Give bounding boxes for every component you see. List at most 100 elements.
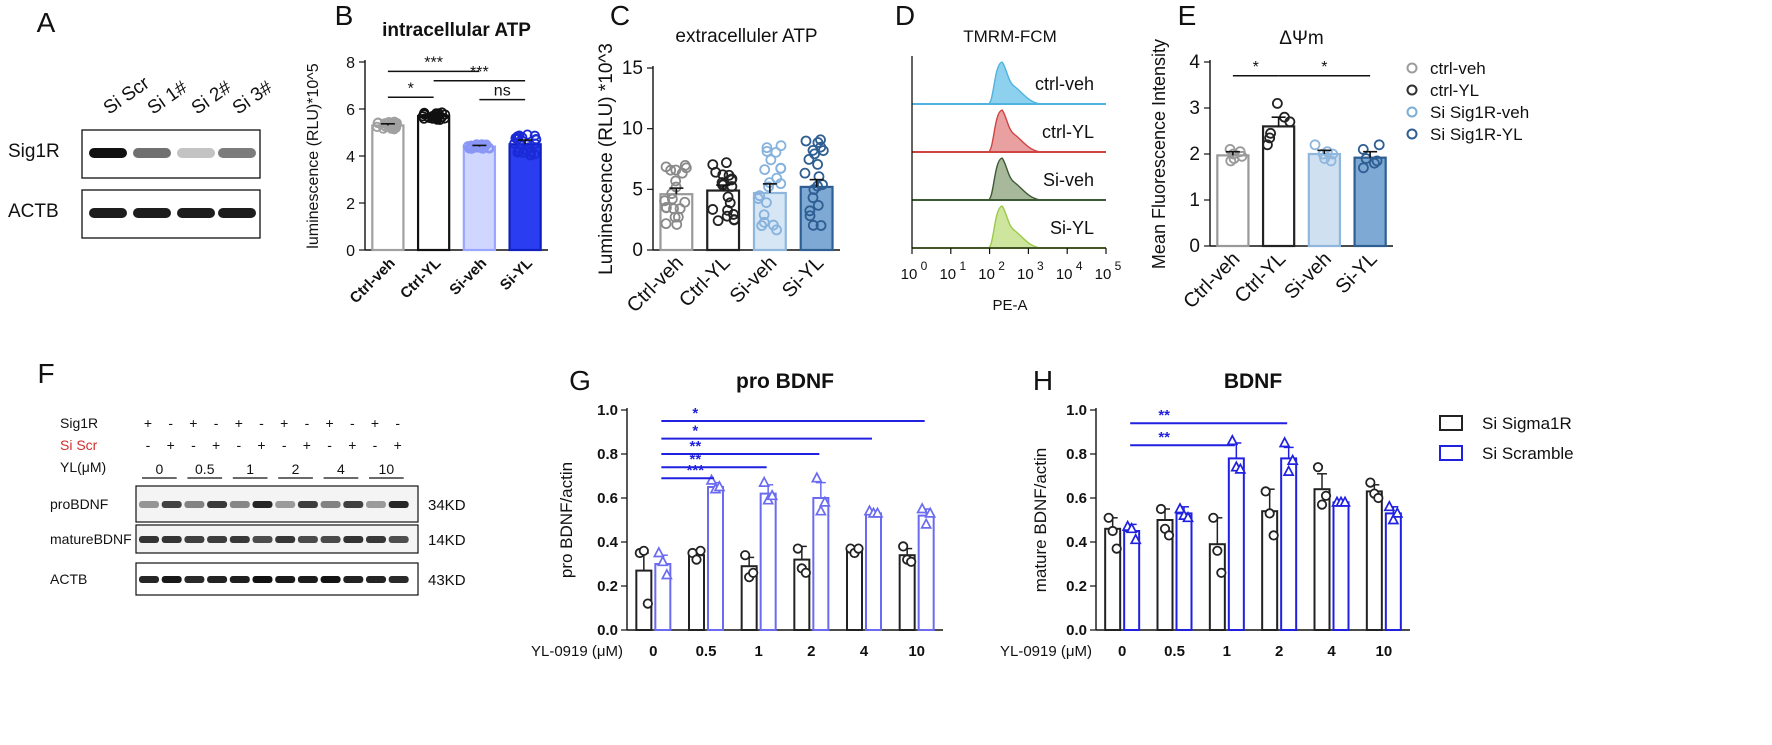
blot-band	[343, 576, 364, 583]
blot-band	[252, 536, 273, 543]
bar	[759, 492, 777, 631]
bar	[1261, 125, 1296, 248]
x-tick-label: 10	[978, 266, 995, 283]
data-point-circle	[1163, 530, 1175, 541]
data-point-circle	[642, 598, 653, 609]
data-point	[670, 175, 682, 187]
x-tick-label: 10	[1017, 266, 1034, 283]
x-tick-label: Ctrl-YL	[675, 252, 735, 312]
data-point-circle	[638, 545, 649, 556]
data-point	[812, 159, 824, 170]
sign-mark: -	[305, 415, 310, 431]
significance-label: ***	[470, 64, 489, 81]
chart-title: intracellular ATP	[382, 20, 531, 41]
data-point	[672, 211, 684, 223]
blot-band	[275, 501, 296, 508]
data-point-triangle	[1383, 499, 1396, 512]
data-point-triangle	[656, 554, 669, 567]
x-tick-exponent: 3	[1037, 259, 1044, 273]
blot-band	[320, 501, 341, 508]
data-point	[1224, 143, 1236, 155]
x-tick-exponent: 5	[1115, 259, 1122, 273]
bar	[812, 497, 830, 631]
blot-band	[297, 536, 318, 543]
y-axis-label: Mean Fluorescence Intensity	[1149, 39, 1169, 269]
data-point-circle	[1365, 477, 1376, 488]
chart-title: BDNF	[1224, 370, 1282, 393]
blot-band	[139, 576, 159, 583]
sign-mark: +	[348, 437, 356, 453]
blot-band	[218, 148, 256, 158]
data-point-triangle	[1391, 506, 1404, 518]
x-tick-label: 1	[754, 643, 762, 660]
data-point	[721, 157, 732, 169]
data-point-circle	[740, 550, 751, 561]
sign-mark: +	[280, 415, 288, 431]
data-point	[768, 219, 779, 231]
data-point	[815, 134, 826, 146]
significance-label: **	[689, 451, 701, 468]
y-tick-label: 5	[632, 179, 643, 200]
blot-band	[297, 501, 318, 508]
y-tick-label: 1.0	[597, 402, 618, 419]
panel-letter: D	[895, 0, 915, 31]
x-tick-label: Ctrl-veh	[1179, 248, 1244, 313]
data-point-triangle	[1387, 513, 1400, 525]
data-point	[722, 204, 733, 216]
dose-label: 0	[155, 461, 163, 477]
x-tick-label: Si-veh	[726, 252, 782, 308]
data-point-triangle	[1282, 464, 1295, 476]
data-point	[761, 197, 772, 209]
data-point-triangle	[1182, 510, 1194, 523]
blot-band	[275, 576, 296, 583]
significance-label: *	[1253, 59, 1259, 76]
sign-mark: -	[350, 415, 355, 431]
blot-band	[366, 536, 386, 543]
blot-frame	[135, 485, 419, 523]
sign-mark: -	[395, 415, 400, 431]
data-point	[799, 167, 811, 179]
legend-label: Si Sigma1R	[1482, 414, 1572, 433]
data-point-circle	[1103, 512, 1114, 523]
x-tick-label: Ctrl-YL	[1231, 248, 1291, 308]
panel-gh-legend: Si Sigma1R Si Scramble	[1439, 414, 1574, 463]
y-tick-label: 0.0	[1066, 622, 1087, 639]
data-point-triangle	[810, 471, 823, 483]
x-tick-label: 1	[1223, 643, 1231, 660]
x-tick-label: Ctrl-veh	[347, 255, 399, 307]
data-point	[659, 195, 671, 207]
y-tick-label: 4	[1189, 52, 1200, 73]
x-tick-exponent: 4	[1076, 259, 1083, 273]
row-label-yl: YL(μM)	[60, 459, 106, 475]
panel-letter: E	[1178, 0, 1197, 31]
data-point-circle	[1155, 503, 1167, 515]
x-axis-label: YL-0919 (μM)	[1000, 643, 1092, 660]
data-point-circle	[1208, 512, 1219, 523]
bar	[917, 514, 935, 631]
bar	[1332, 501, 1350, 631]
sign-mark: -	[191, 437, 196, 453]
data-point	[804, 205, 816, 217]
data-point	[660, 218, 672, 230]
y-tick-label: 0	[632, 240, 643, 261]
data-point	[761, 145, 773, 157]
data-point-triangle	[916, 502, 929, 514]
data-point-circle	[1320, 490, 1332, 501]
data-point-circle	[1107, 525, 1118, 537]
x-tick-label: Si-veh	[446, 255, 490, 299]
sign-mark: +	[303, 437, 311, 453]
blot-band	[207, 501, 228, 508]
data-point-triangle	[758, 475, 771, 487]
blot-band	[252, 576, 273, 583]
bar	[416, 114, 451, 252]
data-point	[763, 181, 774, 193]
y-tick-label: 10	[622, 119, 643, 140]
bar	[1307, 152, 1342, 248]
legend-marker	[1406, 62, 1418, 74]
blot-band	[388, 576, 409, 583]
data-point-triangle	[1174, 502, 1186, 514]
x-tick-label: 4	[1327, 643, 1336, 660]
significance-label: ***	[687, 462, 705, 479]
blot-band	[207, 536, 228, 543]
